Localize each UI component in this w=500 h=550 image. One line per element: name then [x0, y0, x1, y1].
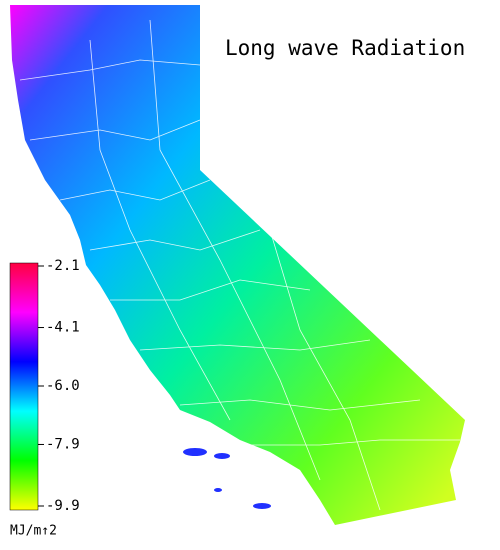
colorbar-tick-label: -7.9 — [46, 436, 80, 452]
islands — [183, 448, 271, 509]
colorbar-tick-label: -6.0 — [46, 378, 80, 394]
map-title: Long wave Radiation — [225, 36, 465, 60]
colorbar-tick-label: -9.9 — [46, 498, 80, 514]
colorbar — [9, 262, 39, 511]
county-lines — [19, 19, 460, 511]
california-map — [10, 5, 465, 525]
colorbar-tick-label: -4.1 — [46, 320, 80, 336]
colorbar-tick-label: -2.1 — [46, 258, 80, 274]
colorbar-unit: MJ/m↑2 — [10, 524, 57, 539]
